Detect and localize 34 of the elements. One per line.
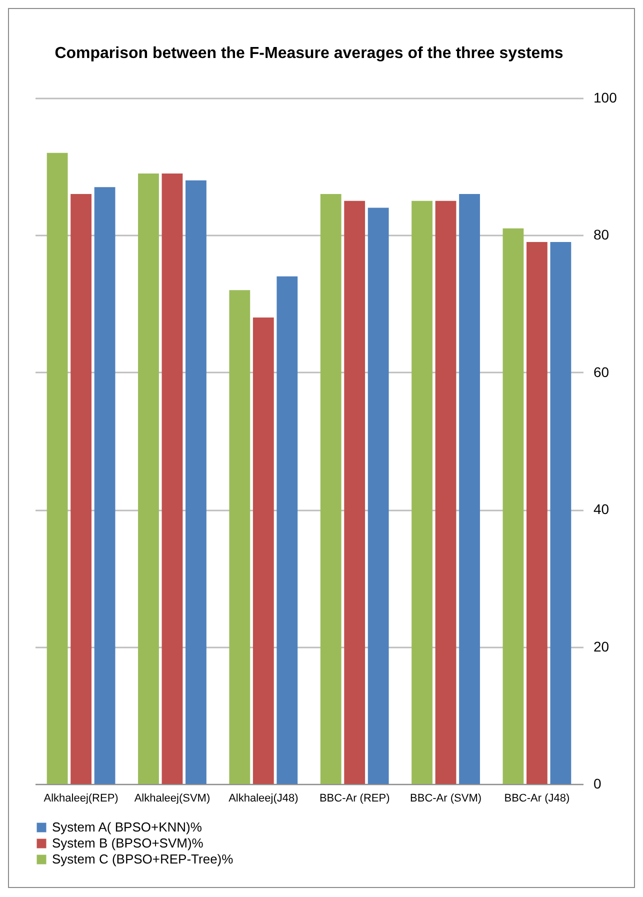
y-tick-label: 100 bbox=[594, 90, 618, 106]
legend-label: System B (BPSO+SVM)% bbox=[52, 836, 204, 850]
bar bbox=[526, 242, 548, 784]
bar bbox=[252, 318, 274, 784]
bar bbox=[46, 152, 68, 784]
x-tick-label: Alkhaleej(J48) bbox=[228, 792, 298, 804]
bar bbox=[276, 276, 298, 784]
bar bbox=[320, 194, 342, 784]
y-tick-label: 60 bbox=[594, 364, 610, 380]
y-tick-label: 20 bbox=[594, 638, 610, 654]
y-tick-label: 40 bbox=[594, 501, 610, 518]
bar bbox=[550, 242, 572, 784]
legend-label: System C (BPSO+REP-Tree)% bbox=[52, 852, 234, 866]
bar bbox=[459, 194, 480, 784]
y-tick-label: 80 bbox=[594, 226, 610, 243]
bar bbox=[502, 228, 524, 784]
legend-label: System A( BPSO+KNN)% bbox=[52, 820, 202, 834]
bar bbox=[186, 180, 206, 784]
bar bbox=[229, 290, 250, 784]
chart-title: Comparison between the F-Measure averages of the three systems bbox=[54, 45, 564, 62]
x-tick-label: BBC-Ar (SVM) bbox=[410, 792, 482, 804]
x-tick-label: BBC-Ar (REP) bbox=[319, 792, 390, 804]
bar bbox=[435, 200, 456, 784]
bar bbox=[412, 200, 432, 784]
bar bbox=[162, 173, 183, 784]
y-tick-label: 0 bbox=[594, 776, 602, 792]
x-tick-label: Alkhaleej(REP) bbox=[44, 792, 118, 804]
x-tick-label: BBC-Ar (J48) bbox=[504, 792, 570, 804]
bar bbox=[344, 200, 366, 784]
bar bbox=[70, 194, 92, 784]
bar bbox=[368, 208, 389, 784]
bar bbox=[94, 187, 116, 784]
bar bbox=[138, 173, 159, 784]
x-tick-label: Alkhaleej(SVM) bbox=[134, 792, 210, 804]
